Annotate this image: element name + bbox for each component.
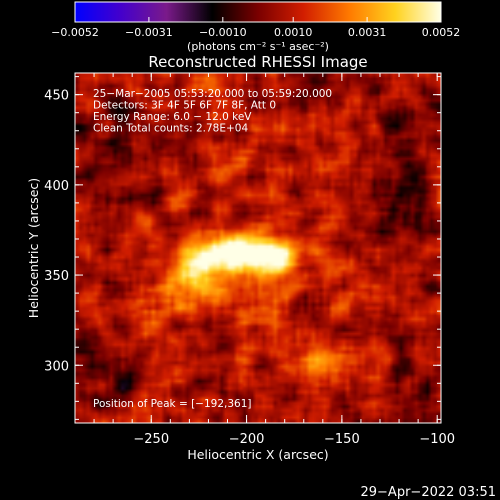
y-tick-label: 400: [44, 179, 69, 194]
colorbar-tick-label: 0.0031: [348, 26, 387, 39]
x-tick-label: −150: [324, 432, 360, 447]
info-line: Energy Range: 6.0 − 12.0 keV: [93, 111, 252, 123]
x-tick-label: −200: [229, 432, 265, 447]
colorbar-ticks: −0.0052 −0.0031 −0.0010 0.0010 0.0031 0.0052: [51, 17, 460, 39]
colorbar: −0.0052 −0.0031 −0.0010 0.0010 0.0031 0.0052 …: [51, 1, 460, 53]
colorbar-tick-label: 0.0010: [274, 26, 313, 39]
y-tick-label: 450: [44, 89, 69, 104]
observation-info: 25−Mar−2005 05:53:20.000 to 05:59:20.000…: [93, 88, 332, 135]
colorbar-tick-label: −0.0031: [125, 26, 173, 39]
colorbar-tick-label: −0.0010: [199, 26, 247, 39]
colorbar-gradient: [74, 1, 442, 23]
y-tick-label: 300: [44, 359, 69, 374]
heatmap-area: [74, 72, 442, 424]
info-line: Clean Total counts: 2.78E+04: [93, 123, 248, 135]
heatmap-image: [75, 73, 441, 423]
x-tick-label: −250: [133, 432, 169, 447]
y-axis-label: Heliocentric Y (arcsec): [26, 178, 41, 318]
info-line: 25−Mar−2005 05:53:20.000 to 05:59:20.000: [93, 88, 332, 100]
y-tick-label: 350: [44, 269, 69, 284]
x-axis-label: Heliocentric X (arcsec): [187, 447, 328, 462]
colorbar-unit-label: (photons cm⁻² s⁻¹ asec⁻²): [187, 40, 329, 53]
plot-frame: [74, 72, 442, 424]
colorbar-tick-label: −0.0052: [51, 26, 99, 39]
info-line: Detectors: 3F 4F 5F 6F 7F 8F, Att 0: [93, 100, 276, 112]
chart-title: Reconstructed RHESSI Image: [148, 53, 367, 71]
peak-position-label: Position of Peak = [−192,361]: [93, 398, 252, 410]
footer-timestamp: 29−Apr−2022 03:51: [361, 485, 497, 500]
x-axis-ticks: −250 −200 −150 −100: [74, 73, 455, 447]
y-axis-ticks: 300 350 400 450: [44, 76, 441, 420]
colorbar-tick-label: 0.0052: [422, 26, 461, 39]
x-tick-label: −100: [419, 432, 455, 447]
